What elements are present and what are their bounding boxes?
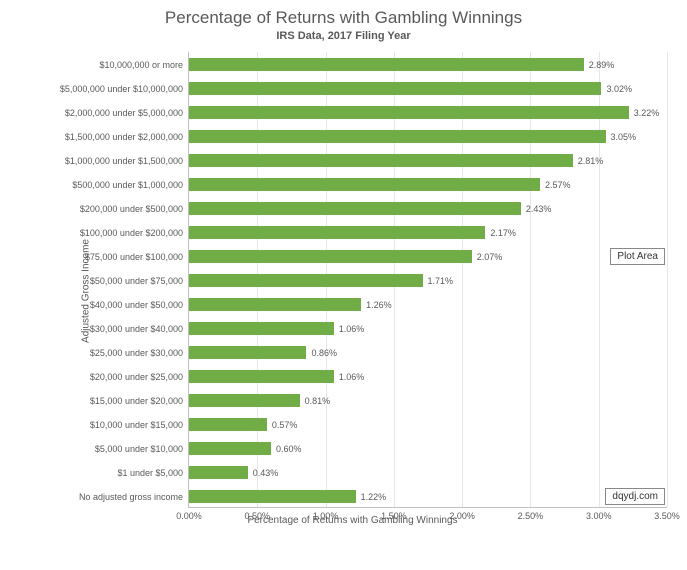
bar-row: $200,000 under $500,0002.43%: [189, 202, 667, 215]
value-label: 0.60%: [271, 444, 302, 454]
category-label: $5,000,000 under $10,000,000: [23, 84, 189, 94]
bar-row: $1 under $5,0000.43%: [189, 466, 667, 479]
x-tick-label: 1.00%: [313, 507, 339, 521]
plot-area: 0.00%0.50%1.00%1.50%2.00%2.50%3.00%3.50%…: [188, 52, 667, 508]
bar: [189, 106, 629, 119]
bar-row: $5,000,000 under $10,000,0003.02%: [189, 82, 667, 95]
bar: [189, 130, 606, 143]
x-tick-label: 1.50%: [381, 507, 407, 521]
bar-row: $15,000 under $20,0000.81%: [189, 394, 667, 407]
bar: [189, 418, 267, 431]
bar-row: $30,000 under $40,0001.06%: [189, 322, 667, 335]
category-label: $5,000 under $10,000: [23, 444, 189, 454]
category-label: $1,500,000 under $2,000,000: [23, 132, 189, 142]
value-label: 2.43%: [521, 204, 552, 214]
bar: [189, 202, 521, 215]
category-label: $50,000 under $75,000: [23, 276, 189, 286]
bar-row: $500,000 under $1,000,0002.57%: [189, 178, 667, 191]
bar-row: $75,000 under $100,0002.07%: [189, 250, 667, 263]
value-label: 2.89%: [584, 60, 615, 70]
bar: [189, 82, 601, 95]
category-label: $20,000 under $25,000: [23, 372, 189, 382]
value-label: 3.22%: [629, 108, 660, 118]
value-label: 2.57%: [540, 180, 571, 190]
category-label: $1 under $5,000: [23, 468, 189, 478]
category-label: $10,000,000 or more: [23, 60, 189, 70]
bar-row: $5,000 under $10,0000.60%: [189, 442, 667, 455]
bar: [189, 346, 306, 359]
bar: [189, 322, 334, 335]
bar-row: No adjusted gross income1.22%: [189, 490, 667, 503]
category-label: $100,000 under $200,000: [23, 228, 189, 238]
category-label: $30,000 under $40,000: [23, 324, 189, 334]
bar: [189, 466, 248, 479]
value-label: 1.22%: [356, 492, 387, 502]
watermark: dqydj.com: [605, 488, 665, 505]
gridline: [667, 52, 668, 507]
value-label: 0.86%: [306, 348, 337, 358]
x-tick-label: 2.00%: [449, 507, 475, 521]
bar-row: $50,000 under $75,0001.71%: [189, 274, 667, 287]
value-label: 0.81%: [300, 396, 331, 406]
bar: [189, 274, 423, 287]
plot-area-button[interactable]: Plot Area: [610, 248, 665, 265]
chart-title: Percentage of Returns with Gambling Winn…: [0, 0, 687, 28]
bar: [189, 370, 334, 383]
category-label: $10,000 under $15,000: [23, 420, 189, 430]
category-label: $75,000 under $100,000: [23, 252, 189, 262]
bar-row: $1,500,000 under $2,000,0003.05%: [189, 130, 667, 143]
x-tick-label: 3.50%: [654, 507, 680, 521]
bar: [189, 394, 300, 407]
bar-row: $1,000,000 under $1,500,0002.81%: [189, 154, 667, 167]
category-label: $200,000 under $500,000: [23, 204, 189, 214]
value-label: 3.05%: [606, 132, 637, 142]
value-label: 1.71%: [423, 276, 454, 286]
category-label: $500,000 under $1,000,000: [23, 180, 189, 190]
x-tick-label: 0.50%: [245, 507, 271, 521]
x-tick-label: 3.00%: [586, 507, 612, 521]
bar-row: $10,000 under $15,0000.57%: [189, 418, 667, 431]
value-label: 0.57%: [267, 420, 298, 430]
bar: [189, 490, 356, 503]
x-tick-label: 2.50%: [518, 507, 544, 521]
bar: [189, 226, 485, 239]
x-axis-title: Percentage of Returns with Gambling Winn…: [28, 515, 677, 526]
bar: [189, 58, 584, 71]
value-label: 3.02%: [601, 84, 632, 94]
bar-row: $10,000,000 or more2.89%: [189, 58, 667, 71]
bar-row: $20,000 under $25,0001.06%: [189, 370, 667, 383]
value-label: 1.06%: [334, 324, 365, 334]
bar: [189, 154, 573, 167]
value-label: 2.07%: [472, 252, 503, 262]
chart-container: Percentage of Returns with Gambling Winn…: [0, 0, 687, 570]
category-label: $40,000 under $50,000: [23, 300, 189, 310]
value-label: 1.26%: [361, 300, 392, 310]
category-label: $2,000,000 under $5,000,000: [23, 108, 189, 118]
bar-row: $100,000 under $200,0002.17%: [189, 226, 667, 239]
plot-wrap: Adjusted Gross Income Percentage of Retu…: [28, 52, 677, 530]
chart-subtitle: IRS Data, 2017 Filing Year: [0, 28, 687, 42]
bar-row: $40,000 under $50,0001.26%: [189, 298, 667, 311]
value-label: 2.17%: [485, 228, 516, 238]
category-label: No adjusted gross income: [23, 492, 189, 502]
value-label: 1.06%: [334, 372, 365, 382]
category-label: $25,000 under $30,000: [23, 348, 189, 358]
category-label: $1,000,000 under $1,500,000: [23, 156, 189, 166]
bar-row: $25,000 under $30,0000.86%: [189, 346, 667, 359]
bar: [189, 442, 271, 455]
bar-row: $2,000,000 under $5,000,0003.22%: [189, 106, 667, 119]
bar: [189, 298, 361, 311]
x-tick-label: 0.00%: [176, 507, 202, 521]
value-label: 2.81%: [573, 156, 604, 166]
bar: [189, 250, 472, 263]
category-label: $15,000 under $20,000: [23, 396, 189, 406]
value-label: 0.43%: [248, 468, 279, 478]
bar: [189, 178, 540, 191]
